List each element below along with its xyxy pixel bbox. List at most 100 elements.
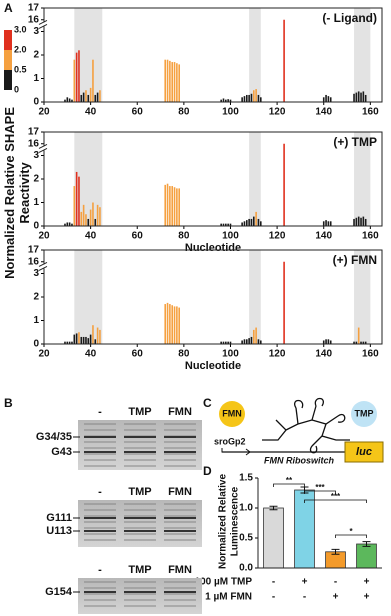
bar [96, 204, 99, 226]
bar [92, 325, 94, 344]
significance-bracket [304, 490, 336, 494]
bar [259, 340, 262, 344]
band-label: G43 [51, 446, 72, 458]
y-tick-label: 0 [33, 221, 39, 232]
gene-label: luc [356, 446, 372, 458]
significance-label: *** [315, 483, 325, 492]
fmn-ligand [219, 401, 245, 427]
bar [178, 307, 180, 344]
bar [325, 94, 327, 102]
gel-image [78, 420, 202, 470]
bar [78, 332, 80, 344]
bar [68, 222, 71, 226]
bar [322, 97, 325, 102]
axis-break-gap [40, 146, 48, 151]
bar [85, 90, 87, 102]
x-tick-label: 80 [178, 107, 190, 118]
bar [164, 304, 167, 344]
y-tick-label: 17 [28, 245, 40, 256]
bar [85, 336, 87, 344]
bar [176, 63, 178, 102]
y-tick-label: 3 [33, 150, 39, 161]
lane-label: TMP [128, 564, 151, 576]
condition-sign: + [364, 577, 370, 588]
x-tick-label: 20 [38, 349, 50, 360]
axis-break-gap [40, 264, 48, 269]
bar [329, 340, 332, 344]
ligand-label: TMP [355, 408, 374, 418]
bar [243, 96, 246, 102]
condition-sign: - [303, 592, 306, 603]
bar [362, 341, 365, 344]
x-tick-label: 140 [315, 349, 332, 360]
x-tick-label: 120 [269, 349, 286, 360]
y-tick-label: 1.5 [239, 473, 253, 484]
bar [73, 334, 76, 344]
x-tick-label: 20 [38, 231, 50, 242]
bar [229, 341, 232, 344]
bar [73, 59, 76, 102]
lane-label: FMN [168, 564, 192, 576]
bar [178, 188, 180, 226]
bar [227, 223, 229, 226]
bar [227, 99, 229, 102]
bar [353, 341, 355, 344]
bar [66, 222, 69, 226]
bar [283, 143, 285, 226]
y-axis-label: Normalized Relative Luminescence [217, 473, 241, 570]
x-tick-label: 60 [132, 349, 144, 360]
bar [250, 93, 253, 102]
bar [68, 341, 71, 344]
bar [255, 211, 257, 226]
bar [364, 341, 367, 344]
bar [329, 221, 332, 226]
bar [73, 186, 76, 226]
condition-label: 1 µM FMN [205, 592, 252, 603]
highlight-region [249, 250, 261, 344]
axis-break-mark [38, 144, 48, 153]
y-tick-label: 2 [33, 50, 39, 61]
bar [246, 94, 248, 102]
bar [248, 94, 250, 102]
significance-bracket [304, 499, 367, 503]
bar [250, 218, 253, 226]
significance-bracket [335, 534, 367, 538]
bar [66, 341, 69, 344]
significance-bracket [273, 483, 305, 487]
y-tick-label: 1.0 [239, 503, 253, 514]
bar [357, 216, 360, 226]
bar [99, 90, 101, 102]
bar [322, 221, 325, 226]
condition-sign: - [272, 592, 275, 603]
lane-label: - [98, 406, 102, 418]
bar [246, 220, 248, 226]
lane-label: - [98, 564, 102, 576]
x-tick-label: 20 [38, 107, 50, 118]
bar [362, 216, 365, 226]
y-tick-label: 16 [28, 14, 40, 25]
x-tick-label: 140 [315, 107, 332, 118]
legend-tick-label: 2.0 [14, 44, 27, 54]
axis-break-gap [40, 22, 48, 27]
bar [255, 327, 257, 344]
bar [259, 97, 262, 102]
riboswitch-diagram: FMN TMP sroGp2 FMN Riboswitch luc [214, 397, 384, 465]
bar [220, 99, 222, 102]
bar [82, 336, 85, 344]
frame [43, 131, 383, 227]
bar [92, 202, 94, 226]
bar [176, 188, 178, 226]
promoter-label: sroGp2 [214, 436, 246, 446]
bar [356, 543, 377, 569]
x-tick-label: 40 [85, 107, 97, 118]
x-tick-label: 100 [222, 231, 239, 242]
gene-box [344, 441, 384, 463]
x-tick-label: 40 [85, 349, 97, 360]
bar [89, 334, 92, 344]
bar [257, 339, 260, 344]
bar [357, 327, 360, 344]
chart-title: (- Ligand) [322, 11, 377, 25]
bar [252, 329, 255, 344]
